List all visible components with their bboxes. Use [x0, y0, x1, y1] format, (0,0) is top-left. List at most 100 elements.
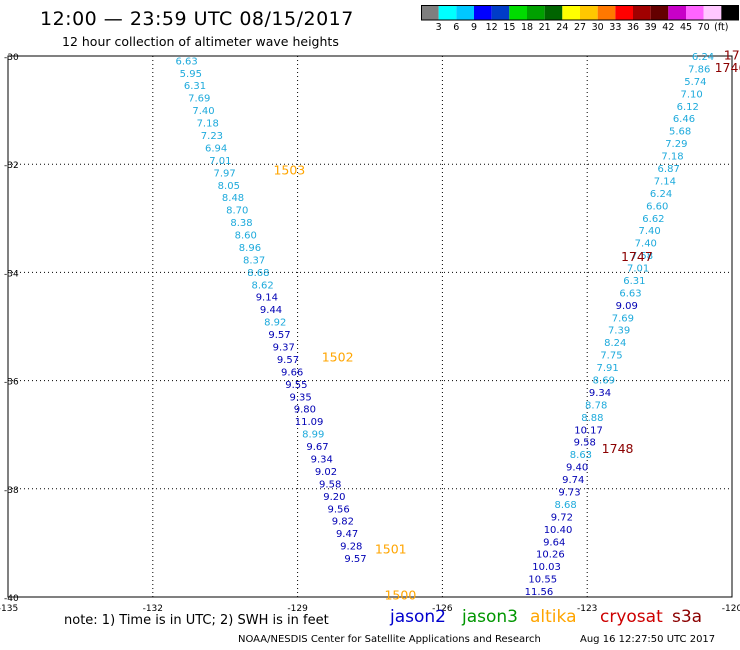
x-tick-label: -135	[0, 604, 18, 614]
mission-jason3: jason3	[462, 607, 518, 627]
colorbar-label: 24	[556, 22, 569, 33]
colorbar-swatch	[474, 5, 492, 20]
wave-height-label: 10.17	[574, 425, 603, 436]
wave-height-label: 9.57	[268, 330, 290, 341]
colorbar-labels: 3 6 9 12 15 18 21 24 27 30 33 36 39 42 45 70 (ft)	[421, 22, 739, 34]
wave-height-label: 7.91	[596, 363, 618, 374]
wave-height-label: 9.80	[294, 405, 316, 416]
wave-height-label: 9.14	[256, 293, 278, 304]
wave-height-label: 6.31	[184, 81, 206, 92]
wave-height-label: 7.18	[197, 119, 219, 130]
wave-height-label: 10.55	[528, 575, 557, 586]
time-label: 1503	[273, 163, 305, 178]
wave-height-label: 8.88	[581, 413, 603, 424]
x-tick-label: -123	[577, 604, 597, 614]
colorbar-label: 12	[485, 22, 498, 33]
colorbar-swatch	[580, 5, 598, 20]
wave-height-label: 7.40	[638, 226, 660, 237]
wave-height-colorbar	[421, 5, 739, 21]
colorbar-border	[421, 5, 739, 21]
wave-height-label: 9.57	[277, 355, 299, 366]
wave-height-label: 5.74	[684, 77, 706, 88]
wave-height-label: 8.96	[239, 243, 261, 254]
y-tick-label: -32	[4, 161, 19, 171]
time-label: 1501	[375, 541, 407, 556]
wave-height-label: 6.94	[205, 143, 227, 154]
mission-jason2: jason2	[390, 607, 446, 627]
x-tick-label: -132	[143, 604, 163, 614]
wave-height-label: 6.31	[623, 276, 645, 287]
colorbar-swatch	[527, 5, 545, 20]
time-label: 1745	[724, 47, 740, 62]
wave-height-label: 6.63	[619, 288, 641, 299]
wave-height-label: 8.63	[570, 450, 592, 461]
wave-height-label: 7.23	[201, 131, 223, 142]
wave-height-label: 7.18	[661, 152, 683, 163]
mission-cryosat: cryosat	[600, 607, 663, 627]
wave-height-label: 6.62	[642, 214, 664, 225]
wave-height-label: 9.47	[336, 529, 358, 540]
wave-height-label: 9.82	[332, 517, 354, 528]
wave-height-label: 9.72	[551, 512, 573, 523]
wave-height-label: 9.64	[543, 537, 565, 548]
y-tick-label: -38	[4, 486, 19, 496]
wave-height-label: 9.20	[323, 492, 345, 503]
west-track: 6.63 5.956.31 7.697.40 7.187.236.94 7.017.97…	[175, 56, 366, 565]
wave-height-label: 9.02	[315, 467, 337, 478]
wave-height-label: 11.09	[295, 417, 324, 428]
credit-line: NOAA/NESDIS Center for Satellite Applica…	[238, 634, 541, 645]
wave-height-label: 7.75	[600, 351, 622, 362]
wave-height-label: 7.29	[665, 139, 687, 150]
wave-height-label: 7.01	[209, 156, 231, 167]
colorbar-label: 70	[697, 22, 710, 33]
wave-height-label: 9.66	[281, 367, 303, 378]
wave-height-label: 9.44	[260, 305, 282, 316]
y-tick-label: -36	[4, 378, 19, 388]
colorbar-swatch	[615, 5, 633, 20]
wave-height-label: 9.28	[340, 542, 362, 553]
wave-height-label: 7.97	[213, 168, 235, 179]
wave-height-label: 9.09	[616, 301, 638, 312]
y-tick-label: -40	[4, 594, 19, 604]
map-grid	[8, 56, 732, 597]
wave-height-label: 7.69	[188, 94, 210, 105]
wave-height-label: 7.10	[680, 89, 702, 100]
colorbar-label: 6	[453, 22, 460, 33]
wave-height-label: 8.68	[555, 500, 577, 511]
colorbar-swatch	[650, 5, 669, 20]
wave-height-label: 7.69	[612, 313, 634, 324]
wave-height-label: 9.35	[289, 392, 311, 403]
colorbar-swatch	[668, 5, 686, 20]
wave-height-label: 5.68	[669, 127, 691, 138]
colorbar-label: 3	[435, 22, 442, 33]
wave-height-label: 6.63	[175, 56, 197, 67]
wave-height-label: 8.24	[604, 338, 626, 349]
page-title: 12:00 — 23:59 UTC 08/15/2017	[40, 8, 354, 30]
time-label: 1747	[621, 249, 653, 264]
wave-height-label: 9.37	[273, 343, 295, 354]
wave-height-label: 8.48	[222, 193, 244, 204]
colorbar-label: 39	[644, 22, 657, 33]
wave-height-label: 7.14	[654, 176, 676, 187]
wave-height-label: 6.24	[692, 52, 714, 63]
colorbar-label: 21	[538, 22, 551, 33]
wave-height-label: 11.56	[525, 587, 554, 598]
wave-height-label: 9.34	[311, 455, 333, 466]
time-label: 1746	[715, 60, 740, 75]
wave-height-label: 9.74	[562, 475, 584, 486]
colorbar-swatch	[421, 5, 439, 20]
time-label: 1500	[384, 587, 416, 602]
wave-height-label: 7.58	[631, 251, 653, 262]
wave-height-label: 8.38	[230, 218, 252, 229]
wave-height-label: 8.05	[218, 181, 240, 192]
colorbar-swatch	[509, 5, 527, 20]
colorbar-swatch	[562, 5, 580, 20]
wave-height-label: 6.87	[658, 164, 680, 175]
colorbar-swatch	[703, 5, 722, 20]
colorbar-swatch	[491, 5, 510, 20]
generated-timestamp: Aug 16 12:27:50 UTC 2017	[580, 634, 716, 645]
y-tick-label: -30	[4, 53, 19, 63]
colorbar-label: (ft)	[714, 22, 729, 33]
wave-height-label: 10.26	[536, 550, 565, 561]
